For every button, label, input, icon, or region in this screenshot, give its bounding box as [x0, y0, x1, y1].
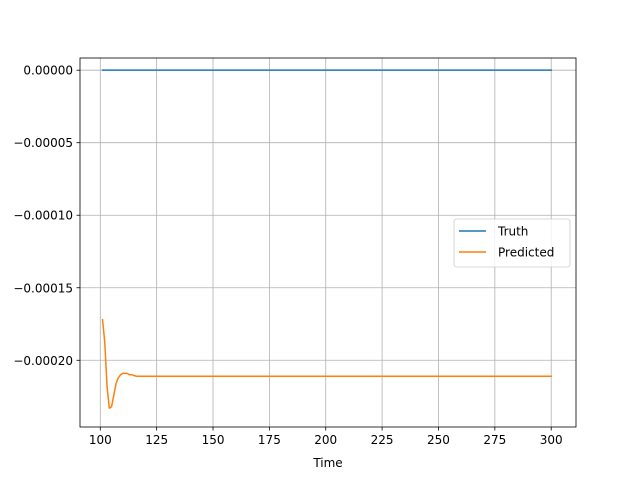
- y-tick-label: −0.00015: [13, 281, 73, 295]
- ticks: 100 125 150 175 200 225 250 275 300 0.00000 −0.000…: [13, 64, 562, 447]
- x-tick-label: 200: [314, 433, 337, 447]
- plot-frame: [79, 57, 577, 428]
- x-tick-label: 300: [540, 433, 563, 447]
- legend-label: Predicted: [498, 246, 554, 260]
- y-tick-label: −0.00010: [13, 209, 73, 223]
- y-tick-label: 0.00000: [23, 64, 73, 78]
- legend-label: Truth: [497, 225, 528, 239]
- series-line-predicted: [101, 318, 552, 409]
- y-tick-label: −0.00020: [13, 354, 73, 368]
- x-tick-label: 175: [258, 433, 281, 447]
- x-tick-label: 275: [483, 433, 506, 447]
- x-tick-label: 125: [145, 433, 168, 447]
- x-tick-label: 150: [202, 433, 225, 447]
- x-tick-label: 100: [89, 433, 112, 447]
- x-tick-label: 225: [371, 433, 394, 447]
- y-tick-label: −0.00005: [13, 136, 73, 150]
- x-tick-label: 250: [427, 433, 450, 447]
- x-axis-label: Time: [312, 456, 342, 470]
- series-group: [101, 69, 552, 409]
- legend: Truth Predicted: [453, 218, 571, 268]
